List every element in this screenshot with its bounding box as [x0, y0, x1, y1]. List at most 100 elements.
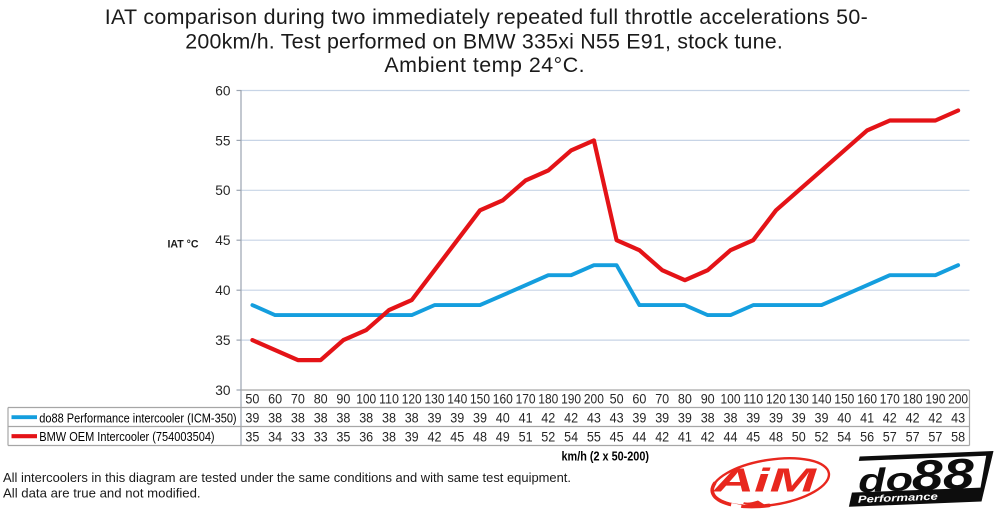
svg-text:38: 38 — [382, 429, 396, 444]
svg-text:60: 60 — [632, 392, 646, 407]
svg-text:43: 43 — [587, 411, 601, 426]
svg-text:38: 38 — [701, 411, 715, 426]
svg-text:42: 42 — [906, 411, 920, 426]
svg-text:39: 39 — [245, 411, 259, 426]
svg-text:160: 160 — [857, 392, 877, 407]
svg-text:190: 190 — [561, 392, 581, 407]
svg-text:All intercoolers in this diagr: All intercoolers in this diagram are tes… — [3, 471, 571, 485]
svg-text:42: 42 — [655, 429, 669, 444]
svg-text:42: 42 — [428, 429, 442, 444]
svg-text:50: 50 — [215, 183, 230, 199]
svg-text:39: 39 — [428, 411, 442, 426]
svg-text:43: 43 — [951, 411, 965, 426]
svg-text:57: 57 — [906, 429, 920, 444]
svg-text:45: 45 — [215, 233, 230, 249]
svg-text:48: 48 — [769, 429, 783, 444]
svg-text:35: 35 — [245, 429, 259, 444]
svg-text:130: 130 — [789, 392, 809, 407]
svg-text:44: 44 — [632, 429, 646, 444]
svg-text:41: 41 — [860, 411, 874, 426]
svg-text:39: 39 — [473, 411, 487, 426]
svg-text:39: 39 — [678, 411, 692, 426]
svg-text:140: 140 — [812, 392, 832, 407]
svg-text:45: 45 — [450, 429, 464, 444]
svg-text:170: 170 — [880, 392, 900, 407]
svg-text:38: 38 — [336, 411, 350, 426]
svg-text:100: 100 — [356, 392, 376, 407]
svg-text:42: 42 — [564, 411, 578, 426]
svg-text:39: 39 — [792, 411, 806, 426]
svg-text:180: 180 — [903, 392, 923, 407]
svg-text:39: 39 — [746, 411, 760, 426]
svg-text:35: 35 — [215, 333, 230, 349]
svg-text:200: 200 — [948, 392, 968, 407]
svg-text:90: 90 — [701, 392, 715, 407]
svg-text:70: 70 — [291, 392, 305, 407]
svg-text:39: 39 — [632, 411, 646, 426]
svg-text:39: 39 — [769, 411, 783, 426]
svg-text:150: 150 — [470, 392, 490, 407]
svg-text:42: 42 — [883, 411, 897, 426]
svg-text:58: 58 — [951, 429, 965, 444]
svg-text:do: do — [857, 460, 913, 499]
svg-text:130: 130 — [425, 392, 445, 407]
svg-text:50: 50 — [245, 392, 259, 407]
svg-text:180: 180 — [538, 392, 558, 407]
svg-text:49: 49 — [496, 429, 510, 444]
svg-text:50: 50 — [610, 392, 624, 407]
svg-text:40: 40 — [837, 411, 851, 426]
svg-text:39: 39 — [655, 411, 669, 426]
svg-text:120: 120 — [766, 392, 786, 407]
svg-text:38: 38 — [405, 411, 419, 426]
svg-text:38: 38 — [359, 411, 373, 426]
svg-text:60: 60 — [215, 83, 230, 99]
svg-text:90: 90 — [336, 392, 350, 407]
svg-text:110: 110 — [743, 392, 763, 407]
svg-text:Ambient temp 24°C.: Ambient temp 24°C. — [384, 53, 584, 77]
svg-text:56: 56 — [860, 429, 874, 444]
svg-text:52: 52 — [815, 429, 829, 444]
svg-text:57: 57 — [928, 429, 942, 444]
svg-text:150: 150 — [834, 392, 854, 407]
svg-text:IAT comparison during two imme: IAT comparison during two immediately re… — [105, 5, 868, 29]
svg-text:38: 38 — [268, 411, 282, 426]
svg-text:160: 160 — [493, 392, 513, 407]
svg-text:55: 55 — [587, 429, 601, 444]
svg-text:80: 80 — [678, 392, 692, 407]
svg-text:110: 110 — [379, 392, 399, 407]
svg-text:42: 42 — [541, 411, 555, 426]
svg-text:38: 38 — [724, 411, 738, 426]
svg-text:52: 52 — [541, 429, 555, 444]
svg-text:80: 80 — [314, 392, 328, 407]
svg-text:51: 51 — [519, 429, 533, 444]
svg-text:43: 43 — [610, 411, 624, 426]
svg-text:do88 Performance intercooler (: do88 Performance intercooler (ICM-350) — [39, 410, 236, 425]
svg-text:45: 45 — [746, 429, 760, 444]
svg-text:36: 36 — [359, 429, 373, 444]
svg-text:55: 55 — [215, 133, 230, 149]
svg-text:33: 33 — [314, 429, 328, 444]
svg-text:IAT °C: IAT °C — [168, 239, 199, 251]
svg-text:88: 88 — [911, 450, 975, 500]
svg-text:60: 60 — [268, 392, 282, 407]
svg-text:38: 38 — [291, 411, 305, 426]
svg-text:AiM: AiM — [712, 462, 818, 499]
svg-text:140: 140 — [447, 392, 467, 407]
svg-text:100: 100 — [721, 392, 741, 407]
svg-text:54: 54 — [837, 429, 851, 444]
svg-text:40: 40 — [496, 411, 510, 426]
svg-text:50: 50 — [792, 429, 806, 444]
svg-text:44: 44 — [724, 429, 738, 444]
svg-text:200km/h. Test performed on BMW: 200km/h. Test performed on BMW 335xi N55… — [185, 29, 783, 53]
svg-text:41: 41 — [519, 411, 533, 426]
svg-text:All data are true and not modi: All data are true and not modified. — [3, 486, 201, 500]
svg-text:190: 190 — [925, 392, 945, 407]
svg-text:54: 54 — [564, 429, 578, 444]
svg-text:170: 170 — [516, 392, 536, 407]
svg-text:39: 39 — [450, 411, 464, 426]
svg-text:34: 34 — [268, 429, 282, 444]
svg-text:42: 42 — [701, 429, 715, 444]
svg-text:39: 39 — [815, 411, 829, 426]
svg-text:33: 33 — [291, 429, 305, 444]
svg-text:38: 38 — [382, 411, 396, 426]
